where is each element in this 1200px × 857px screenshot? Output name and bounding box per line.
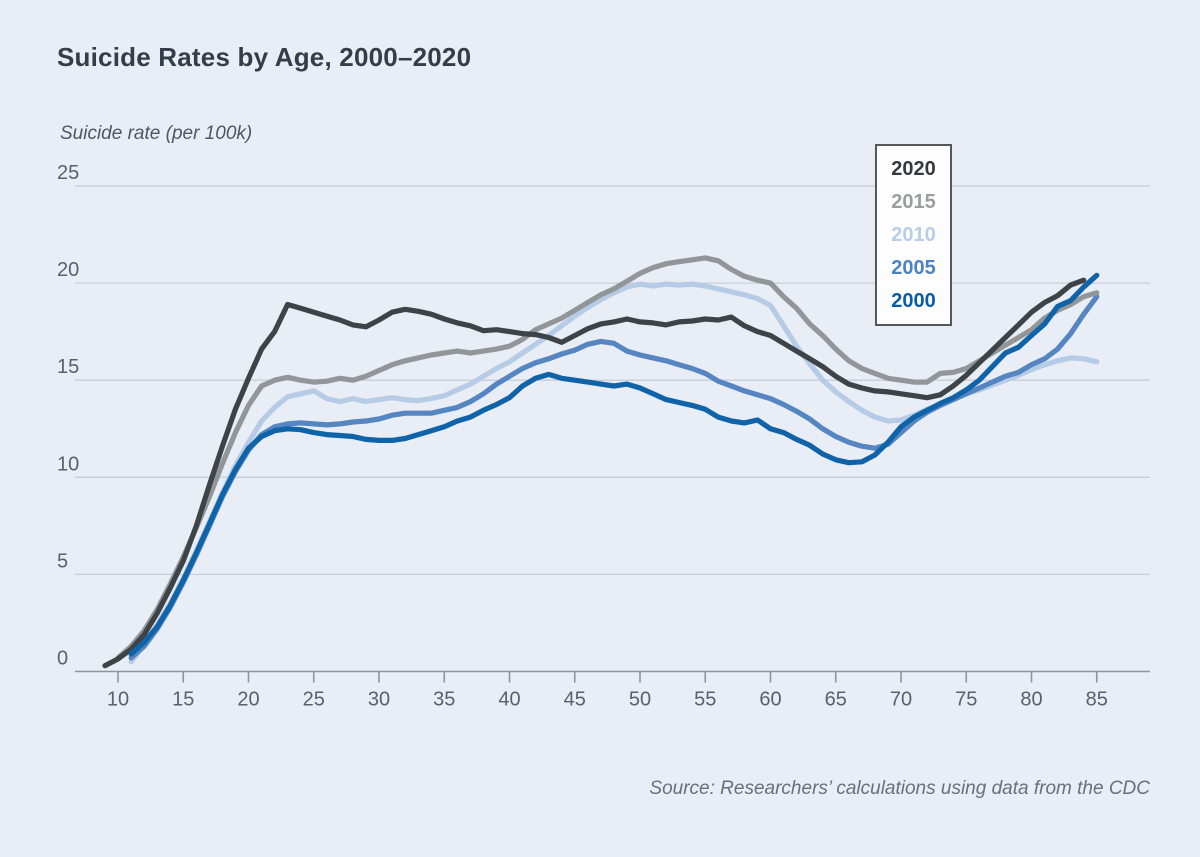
x-tick-label: 70	[890, 689, 912, 711]
y-tick-label: 0	[57, 648, 68, 670]
source-note: Source: Researchers’ calculations using …	[649, 778, 1150, 799]
legend-entry-2015: 2015	[891, 190, 936, 213]
y-tick-label: 15	[57, 356, 79, 378]
x-tick-label: 50	[629, 689, 651, 711]
x-tick-label: 25	[303, 689, 325, 711]
legend-entry-2000: 2000	[891, 290, 936, 313]
legend-entry-2020: 2020	[891, 157, 936, 180]
x-tick-label: 40	[498, 689, 520, 711]
x-tick-label: 65	[825, 689, 847, 711]
series-line-2015	[115, 255, 1100, 661]
y-tick-label: 5	[57, 550, 68, 572]
x-tick-label: 20	[237, 689, 259, 711]
y-axis-label: Suicide rate (per 100k)	[60, 123, 253, 144]
x-tick-label: 30	[368, 689, 390, 711]
series-line-2020	[102, 277, 1087, 669]
legend-box: 2020 2015 2010 2005 2000	[875, 144, 952, 326]
x-tick-label: 55	[694, 689, 716, 711]
series-line-2000	[128, 272, 1100, 657]
x-tick-label: 80	[1020, 689, 1042, 711]
legend-entry-2005: 2005	[891, 257, 936, 280]
x-tick-label: 75	[955, 689, 977, 711]
legend-entry-2010: 2010	[891, 223, 936, 246]
chart-title: Suicide Rates by Age, 2000–2020	[57, 42, 472, 72]
x-tick-label: 45	[564, 689, 586, 711]
x-tick-label: 10	[107, 689, 129, 711]
x-tick-label: 35	[433, 689, 455, 711]
y-tick-label: 10	[57, 453, 79, 475]
y-tick-label: 20	[57, 259, 79, 281]
x-tick-label: 60	[759, 689, 781, 711]
x-tick-label: 85	[1086, 689, 1108, 711]
y-tick-label: 25	[57, 162, 79, 184]
x-tick-label: 15	[172, 689, 194, 711]
